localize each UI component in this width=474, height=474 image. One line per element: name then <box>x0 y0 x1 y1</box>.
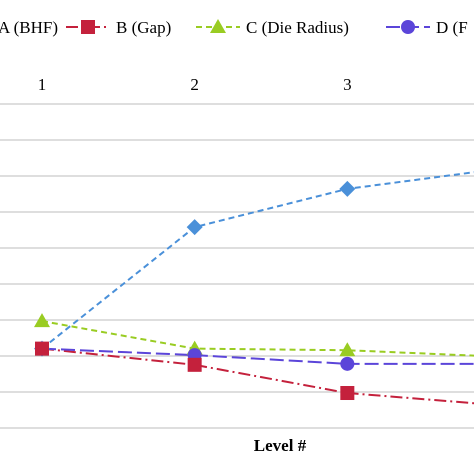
x-tick-label: 3 <box>343 75 352 94</box>
legend-label: B (Gap) <box>116 18 171 37</box>
series-line <box>41 171 474 350</box>
data-point <box>34 313 50 328</box>
series-markers <box>34 180 356 401</box>
legend-label: C (Die Radius) <box>246 18 349 37</box>
data-point <box>339 180 356 197</box>
data-point <box>340 386 355 401</box>
x-axis-label: Level # <box>254 436 307 455</box>
legend-swatch-marker <box>401 20 415 34</box>
series-lines <box>41 171 474 405</box>
data-point <box>35 341 49 356</box>
legend-swatch-marker <box>210 19 226 33</box>
series-line <box>41 347 474 405</box>
x-tick-label: 2 <box>190 75 199 94</box>
legend-label: A (BHF) <box>0 18 58 37</box>
data-point <box>187 357 202 372</box>
data-point <box>186 219 203 236</box>
gridlines <box>0 103 474 429</box>
data-point <box>339 342 356 357</box>
data-point <box>340 356 355 371</box>
x-tick-label: 1 <box>38 75 47 94</box>
x-tick-labels: 1234 <box>38 75 352 94</box>
series-line <box>41 347 474 365</box>
series-line <box>41 320 474 357</box>
legend: A (BHF) B (Gap) C (Die Radius) D (F <box>0 18 468 37</box>
legend-swatch-marker <box>81 20 95 34</box>
legend-label: D (F <box>436 18 468 37</box>
